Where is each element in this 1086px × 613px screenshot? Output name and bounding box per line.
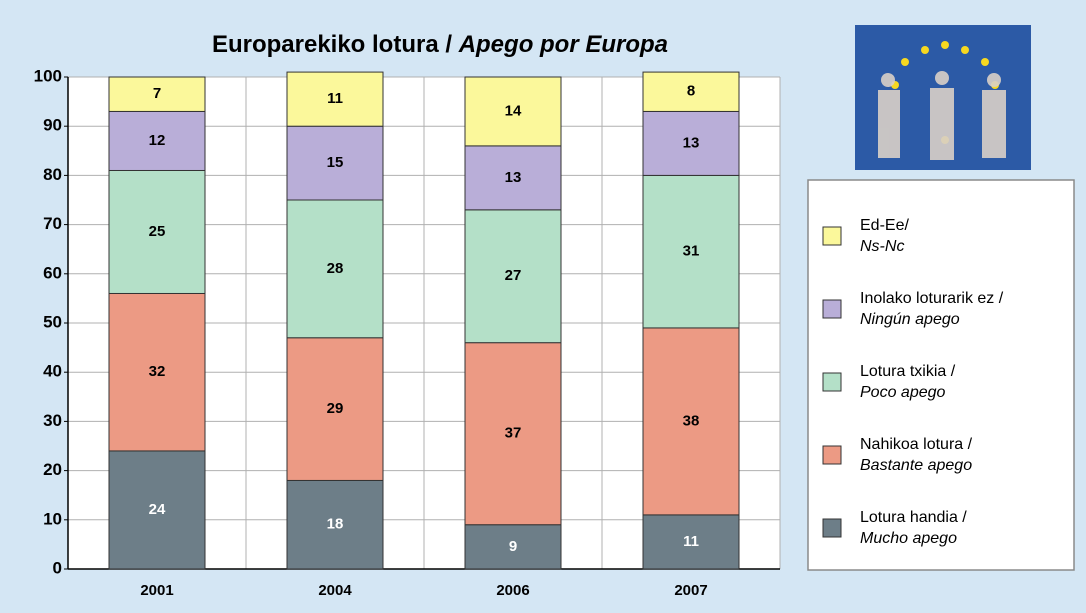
legend-label: Ningún apego bbox=[860, 311, 960, 328]
legend-swatch bbox=[822, 518, 842, 538]
data-label: 38 bbox=[683, 412, 700, 429]
x-tick-label: 2007 bbox=[674, 582, 707, 599]
y-tick-label: 70 bbox=[43, 214, 62, 233]
data-label: 32 bbox=[149, 363, 166, 380]
bar-segment bbox=[286, 479, 384, 570]
data-label: 28 bbox=[327, 260, 344, 277]
x-tick-label: 2006 bbox=[496, 582, 529, 599]
bar-segment bbox=[286, 71, 384, 127]
legend-label: Lotura txikia / bbox=[860, 363, 956, 380]
chart-title: Europarekiko lotura / Apego por Europa bbox=[212, 31, 668, 58]
legend-label: Poco apego bbox=[860, 384, 946, 401]
data-label: 25 bbox=[149, 223, 166, 240]
bar-segment bbox=[642, 71, 740, 112]
legend-label: Ns-Nc bbox=[860, 238, 904, 255]
legend-label: Bastante apego bbox=[860, 457, 972, 474]
y-tick-label: 50 bbox=[43, 312, 62, 331]
legend-swatch bbox=[822, 372, 842, 392]
y-tick-label: 30 bbox=[43, 411, 62, 430]
bar-segment bbox=[464, 145, 562, 211]
legend-label: Inolako loturarik ez / bbox=[860, 290, 1004, 307]
legend-swatch bbox=[822, 445, 842, 465]
bar-segment bbox=[108, 169, 206, 294]
data-label: 13 bbox=[683, 134, 700, 151]
data-label: 18 bbox=[327, 516, 344, 533]
y-tick-label: 0 bbox=[53, 558, 62, 577]
legend-label: Ed-Ee/ bbox=[860, 217, 909, 234]
data-label: 12 bbox=[149, 132, 166, 149]
legend-swatch bbox=[822, 226, 842, 246]
y-tick-label: 80 bbox=[43, 165, 62, 184]
bar-segment bbox=[108, 76, 206, 112]
bar-segment bbox=[108, 110, 206, 171]
data-label: 7 bbox=[153, 85, 161, 102]
x-tick-label: 2001 bbox=[140, 582, 173, 599]
data-label: 9 bbox=[509, 538, 517, 555]
data-label: 27 bbox=[505, 267, 522, 284]
data-label: 8 bbox=[687, 83, 695, 100]
legend-label: Nahikoa lotura / bbox=[860, 436, 973, 453]
bar-segment bbox=[464, 209, 562, 344]
bar-segment bbox=[464, 342, 562, 526]
data-label: 15 bbox=[327, 154, 344, 171]
bar-segment bbox=[464, 76, 562, 147]
bar-segment bbox=[108, 292, 206, 452]
y-tick-label: 40 bbox=[43, 362, 62, 381]
data-label: 13 bbox=[505, 169, 522, 186]
data-label: 14 bbox=[505, 102, 522, 119]
data-label: 31 bbox=[683, 243, 700, 260]
bar-segment bbox=[286, 337, 384, 481]
bar-segment bbox=[642, 174, 740, 329]
y-tick-label: 90 bbox=[43, 116, 62, 135]
data-label: 11 bbox=[683, 533, 699, 550]
y-tick-label: 100 bbox=[34, 66, 62, 85]
legend-label: Mucho apego bbox=[860, 530, 957, 547]
x-tick-label: 2004 bbox=[318, 582, 352, 599]
title-part: Europarekiko lotura / bbox=[212, 31, 459, 58]
legend-box bbox=[807, 179, 1075, 571]
title-part: Apego por Europa bbox=[458, 31, 668, 58]
y-tick-label: 20 bbox=[43, 460, 62, 479]
legend-swatch bbox=[822, 299, 842, 319]
bar-segment bbox=[642, 110, 740, 176]
y-tick-label: 10 bbox=[43, 509, 62, 528]
data-label: 37 bbox=[505, 425, 522, 442]
y-tick-label: 60 bbox=[43, 263, 62, 282]
data-label: 11 bbox=[327, 90, 343, 107]
data-label: 29 bbox=[327, 400, 344, 417]
bar-segment bbox=[108, 450, 206, 570]
bar-segment bbox=[286, 199, 384, 339]
bar-segment bbox=[286, 125, 384, 201]
logo bbox=[855, 25, 1031, 170]
legend-label: Lotura handia / bbox=[860, 509, 967, 526]
data-label: 24 bbox=[149, 501, 166, 518]
bar-segment bbox=[642, 514, 740, 570]
